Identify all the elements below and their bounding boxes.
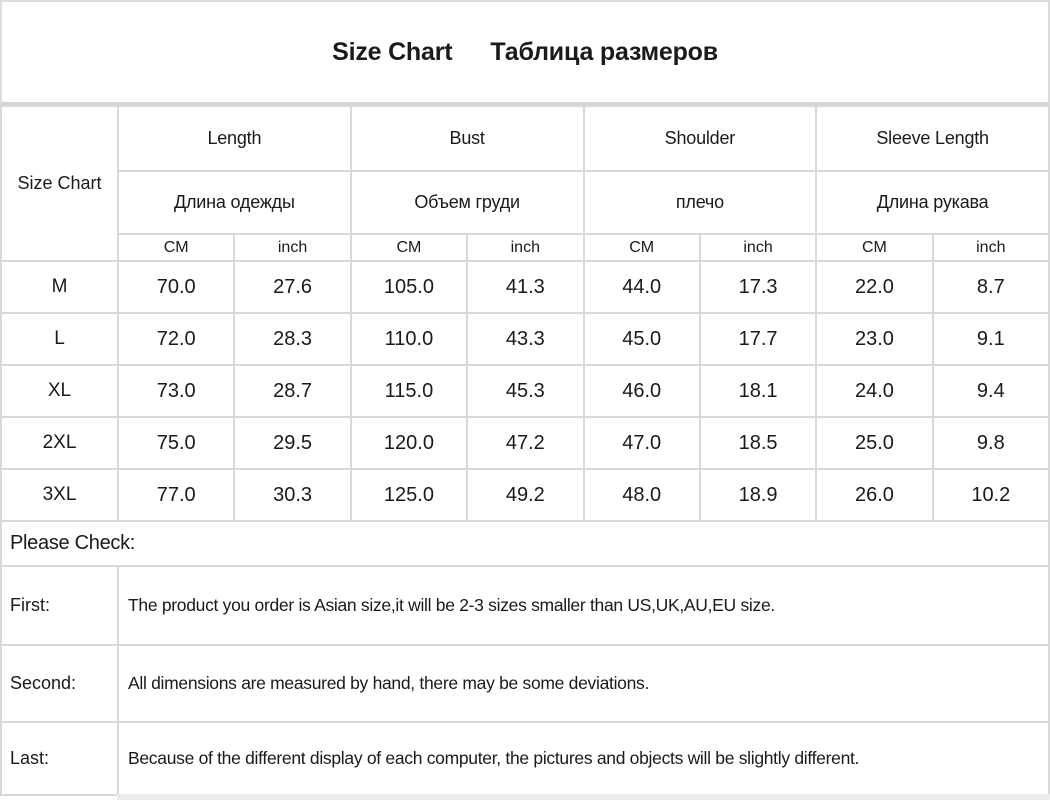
header-row-units: CM inch CM inch CM inch CM inch bbox=[1, 233, 1050, 262]
cell-value: 18.9 bbox=[698, 468, 818, 522]
cell-value: 49.2 bbox=[466, 468, 585, 522]
header-bust-ru: Объем груди bbox=[349, 170, 585, 235]
cell-value: 26.0 bbox=[815, 468, 934, 522]
unit-cm: CM bbox=[582, 233, 701, 262]
note-row-second: Second: All dimensions are measured by h… bbox=[0, 644, 1050, 723]
cell-value: 28.3 bbox=[233, 312, 352, 366]
cell-value: 48.0 bbox=[582, 468, 701, 522]
table-row-2xl: 2XL 75.0 29.5 120.0 47.2 47.0 18.5 25.0 … bbox=[0, 416, 1050, 470]
cell-value: 18.1 bbox=[698, 364, 818, 418]
cell-value: 45.0 bbox=[582, 312, 701, 366]
unit-inch: inch bbox=[466, 233, 585, 262]
header-shoulder: Shoulder bbox=[582, 105, 818, 172]
note-text-second: All dimensions are measured by hand, the… bbox=[117, 644, 1050, 723]
size-label: 2XL bbox=[0, 416, 119, 470]
header-shoulder-ru: плечо bbox=[582, 170, 818, 235]
cell-value: 120.0 bbox=[349, 416, 469, 470]
unit-cm: CM bbox=[815, 233, 934, 262]
cell-value: 72.0 bbox=[116, 312, 236, 366]
cell-value: 18.5 bbox=[698, 416, 818, 470]
size-chart-table: Size Chart Length Bust Shoulder Sleeve L… bbox=[0, 105, 1050, 796]
cell-value: 47.0 bbox=[582, 416, 701, 470]
cell-value: 24.0 bbox=[815, 364, 934, 418]
header-sleeve-length-ru: Длина рукава bbox=[815, 170, 1050, 235]
cell-value: 73.0 bbox=[116, 364, 236, 418]
table-row-xl: XL 73.0 28.7 115.0 45.3 46.0 18.1 24.0 9… bbox=[0, 364, 1050, 418]
header-bust: Bust bbox=[349, 105, 585, 172]
cell-value: 17.7 bbox=[698, 312, 818, 366]
bottom-shadow-strip bbox=[117, 794, 1050, 800]
size-label: 3XL bbox=[0, 468, 119, 522]
cell-value: 28.7 bbox=[233, 364, 352, 418]
note-label-first: First: bbox=[0, 565, 119, 646]
size-label: M bbox=[0, 260, 119, 314]
table-row-l: L 72.0 28.3 110.0 43.3 45.0 17.7 23.0 9.… bbox=[0, 312, 1050, 366]
cell-value: 43.3 bbox=[466, 312, 585, 366]
cell-value: 115.0 bbox=[349, 364, 469, 418]
note-row-first: First: The product you order is Asian si… bbox=[0, 565, 1050, 646]
cell-value: 9.8 bbox=[931, 416, 1050, 470]
corner-label: Size Chart bbox=[0, 105, 119, 262]
note-text-first: The product you order is Asian size,it w… bbox=[117, 565, 1050, 646]
size-label: L bbox=[0, 312, 119, 366]
cell-value: 75.0 bbox=[116, 416, 236, 470]
unit-inch: inch bbox=[233, 233, 352, 262]
cell-value: 70.0 bbox=[116, 260, 236, 314]
note-label-second: Second: bbox=[0, 644, 119, 723]
cell-value: 29.5 bbox=[233, 416, 352, 470]
cell-value: 30.3 bbox=[233, 468, 352, 522]
cell-value: 10.2 bbox=[931, 468, 1050, 522]
please-check-heading: Please Check: bbox=[0, 520, 1050, 567]
header-row-russian: Длина одежды Объем груди плечо Длина рук… bbox=[1, 170, 1050, 235]
unit-inch: inch bbox=[698, 233, 818, 262]
cell-value: 105.0 bbox=[349, 260, 469, 314]
cell-value: 125.0 bbox=[349, 468, 469, 522]
cell-value: 25.0 bbox=[815, 416, 934, 470]
cell-value: 9.4 bbox=[931, 364, 1050, 418]
cell-value: 8.7 bbox=[931, 260, 1050, 314]
unit-cm: CM bbox=[349, 233, 469, 262]
cell-value: 45.3 bbox=[466, 364, 585, 418]
page-title-ru: Таблица размеров bbox=[490, 37, 718, 66]
cell-value: 17.3 bbox=[698, 260, 818, 314]
cell-value: 110.0 bbox=[349, 312, 469, 366]
unit-inch: inch bbox=[931, 233, 1050, 262]
header-length: Length bbox=[117, 105, 352, 172]
page-title-en: Size Chart bbox=[332, 37, 453, 66]
please-check-row: Please Check: bbox=[0, 520, 1050, 567]
table-row-3xl: 3XL 77.0 30.3 125.0 49.2 48.0 18.9 26.0 … bbox=[0, 468, 1050, 522]
note-row-last: Last: Because of the different display o… bbox=[0, 721, 1050, 796]
cell-value: 41.3 bbox=[466, 260, 585, 314]
size-label: XL bbox=[0, 364, 119, 418]
header-row-english: Size Chart Length Bust Shoulder Sleeve L… bbox=[0, 105, 1050, 262]
header-sleeve-length: Sleeve Length bbox=[815, 105, 1050, 172]
cell-value: 46.0 bbox=[582, 364, 701, 418]
cell-value: 77.0 bbox=[116, 468, 236, 522]
cell-value: 27.6 bbox=[233, 260, 352, 314]
page-title: Size Chart Таблица размеров bbox=[0, 0, 1050, 105]
note-label-last: Last: bbox=[0, 721, 119, 796]
cell-value: 9.1 bbox=[931, 312, 1050, 366]
cell-value: 22.0 bbox=[815, 260, 934, 314]
unit-cm: CM bbox=[116, 233, 236, 262]
note-text-last: Because of the different display of each… bbox=[117, 721, 1050, 796]
cell-value: 47.2 bbox=[466, 416, 585, 470]
cell-value: 23.0 bbox=[815, 312, 934, 366]
table-row-m: M 70.0 27.6 105.0 41.3 44.0 17.3 22.0 8.… bbox=[0, 260, 1050, 314]
cell-value: 44.0 bbox=[582, 260, 701, 314]
header-length-ru: Длина одежды bbox=[117, 170, 352, 235]
